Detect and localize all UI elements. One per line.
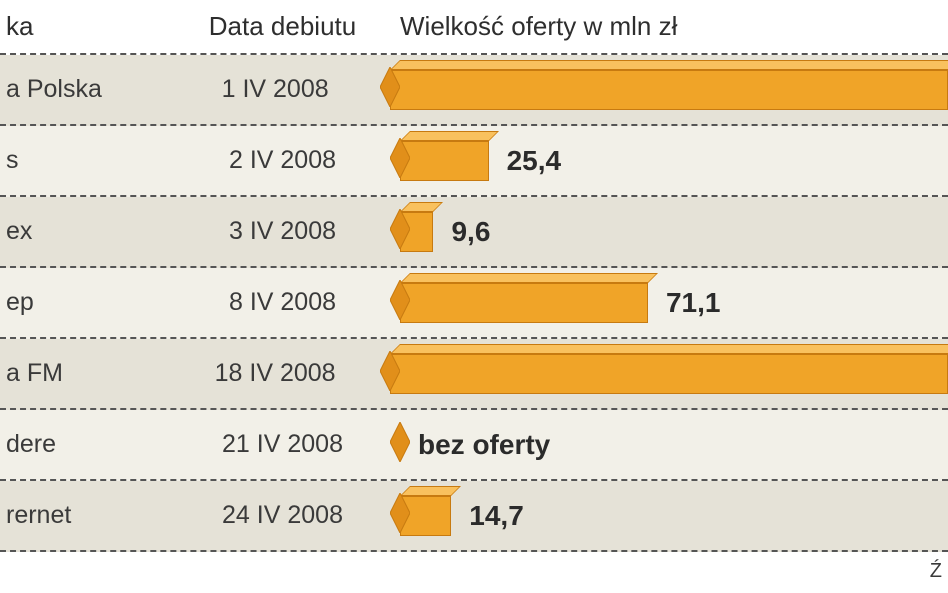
offer-bar [390, 70, 948, 110]
debut-date: 8 IV 2008 [185, 288, 380, 317]
header-company: ka [0, 11, 185, 42]
bar-front [390, 70, 948, 110]
company-name: rernet [0, 501, 185, 530]
company-name: dere [0, 430, 185, 459]
table-row: ex3 IV 2008 9,6 [0, 197, 948, 268]
bar-cap-icon [380, 67, 400, 112]
offer-value: 71,1 [666, 287, 721, 319]
bar-top [390, 60, 948, 70]
debut-date: 2 IV 2008 [185, 146, 380, 175]
table-row: a Polska1 IV 2008 [0, 55, 948, 126]
bar-cell [370, 55, 948, 124]
bar-cap-icon [380, 351, 400, 396]
table-row: rernet24 IV 2008 14,7 [0, 481, 948, 552]
bar-cell: 14,7 [380, 481, 948, 550]
bar-cell: 71,1 [380, 268, 948, 337]
company-name: a FM [0, 359, 180, 388]
debut-date: 21 IV 2008 [185, 430, 380, 459]
bar-cap-icon [390, 209, 410, 254]
offer-value: 25,4 [507, 145, 562, 177]
table-row: ep8 IV 2008 71,1 [0, 268, 948, 339]
bar-cap-icon [390, 493, 410, 538]
table-row: dere21 IV 2008 bez oferty [0, 410, 948, 481]
debut-date: 18 IV 2008 [180, 359, 370, 388]
debut-date: 24 IV 2008 [185, 501, 380, 530]
bar-front [400, 283, 648, 323]
table-row: a FM18 IV 2008 [0, 339, 948, 410]
bar-cap-icon [390, 422, 410, 467]
bar-top [400, 273, 658, 283]
company-name: s [0, 146, 185, 175]
debut-date: 3 IV 2008 [185, 217, 380, 246]
bar-cell: 25,4 [380, 126, 948, 195]
company-name: ep [0, 288, 185, 317]
offer-value: 9,6 [451, 216, 490, 248]
bar-cell: 9,6 [380, 197, 948, 266]
table-row: s2 IV 2008 25,4 [0, 126, 948, 197]
bar-front [390, 354, 948, 394]
offer-bar [400, 141, 489, 181]
offer-bar [390, 354, 948, 394]
company-name: a Polska [0, 75, 180, 104]
bar-top [390, 344, 948, 354]
header-date: Data debiutu [185, 11, 380, 42]
table-header-row: ka Data debiutu Wielkość oferty w mln zł [0, 0, 948, 55]
offer-value: 14,7 [469, 500, 524, 532]
bar-cap-icon [390, 280, 410, 325]
ipo-table: ka Data debiutu Wielkość oferty w mln zł… [0, 0, 948, 552]
bar-cap-icon [390, 138, 410, 183]
bar-cell [370, 339, 948, 408]
offer-value: bez oferty [418, 429, 550, 461]
bar-front [400, 141, 489, 181]
debut-date: 1 IV 2008 [180, 75, 370, 104]
company-name: ex [0, 217, 185, 246]
header-value: Wielkość oferty w mln zł [380, 0, 948, 53]
offer-bar [400, 283, 648, 323]
bar-top [400, 131, 499, 141]
source-label: Ź [930, 560, 942, 583]
bar-cell: bez oferty [380, 410, 948, 479]
